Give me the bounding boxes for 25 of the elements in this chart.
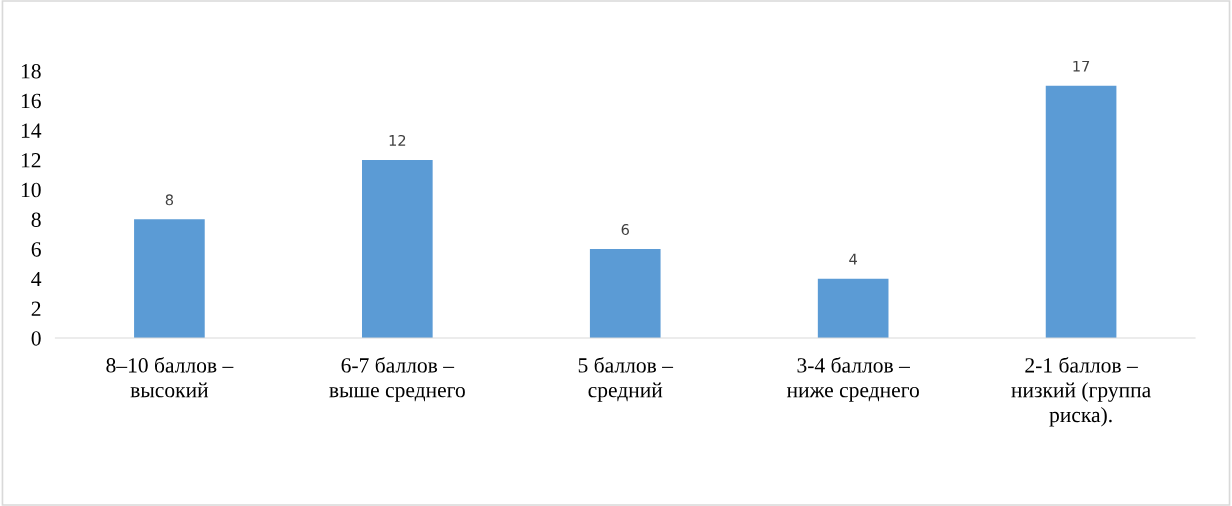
x-tick-label: 6-7 баллов – выше среднего <box>329 356 465 402</box>
y-tick-label: 4 <box>31 271 42 287</box>
bar <box>1045 85 1117 339</box>
y-tick-label: 6 <box>31 242 41 257</box>
y-tick-label: 16 <box>21 93 41 109</box>
data-label: 17 <box>1073 60 1090 72</box>
bar <box>817 278 889 339</box>
y-tick-label: 8 <box>31 212 41 227</box>
y-tick-label: 12 <box>21 153 41 168</box>
x-tick-label: 8–10 баллов – высокий <box>106 356 234 398</box>
y-tick-label: 0 <box>31 331 41 346</box>
data-label: 12 <box>389 134 406 146</box>
x-tick-label: 2-1 баллов – низкий (группа риска). <box>1011 356 1151 427</box>
data-label: 4 <box>849 253 857 265</box>
y-tick-label: 10 <box>21 182 41 198</box>
y-tick-label: 14 <box>21 123 42 138</box>
bar <box>134 219 205 339</box>
y-tick-label: 18 <box>21 63 41 79</box>
bar <box>589 248 661 339</box>
bar <box>361 159 433 339</box>
x-tick-label: 3-4 баллов – ниже среднего <box>786 356 919 402</box>
data-label: 6 <box>621 223 629 236</box>
data-label: 8 <box>165 194 174 206</box>
x-tick-label: 5 баллов – средний <box>578 356 674 402</box>
y-tick-label: 2 <box>31 301 41 316</box>
